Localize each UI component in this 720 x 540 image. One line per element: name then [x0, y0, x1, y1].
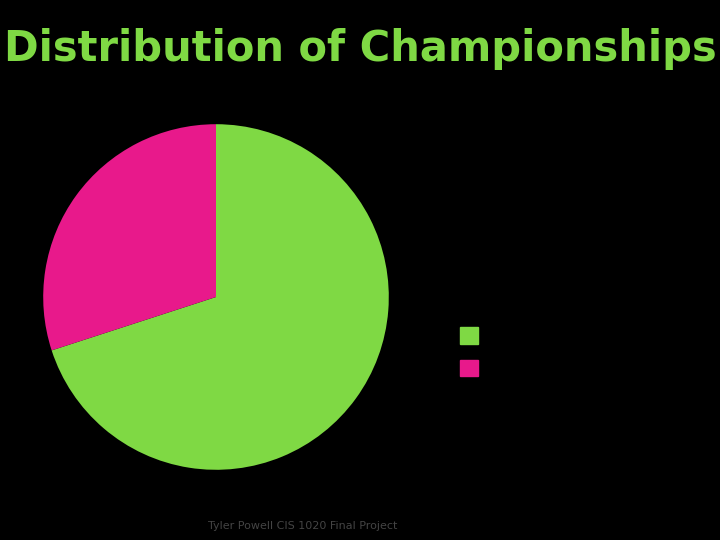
Text: Tyler Powell CIS 1020 Final Project: Tyler Powell CIS 1020 Final Project — [207, 521, 397, 531]
Text: Distribution of Championships: Distribution of Championships — [4, 28, 716, 70]
Wedge shape — [43, 124, 216, 350]
Wedge shape — [52, 124, 389, 470]
Text: Total NBA Championships Won In %: Total NBA Championships Won In % — [123, 139, 482, 157]
Legend: Celtics   70%, Everyone Else   30%: Celtics 70%, Everyone Else 30% — [453, 320, 685, 386]
